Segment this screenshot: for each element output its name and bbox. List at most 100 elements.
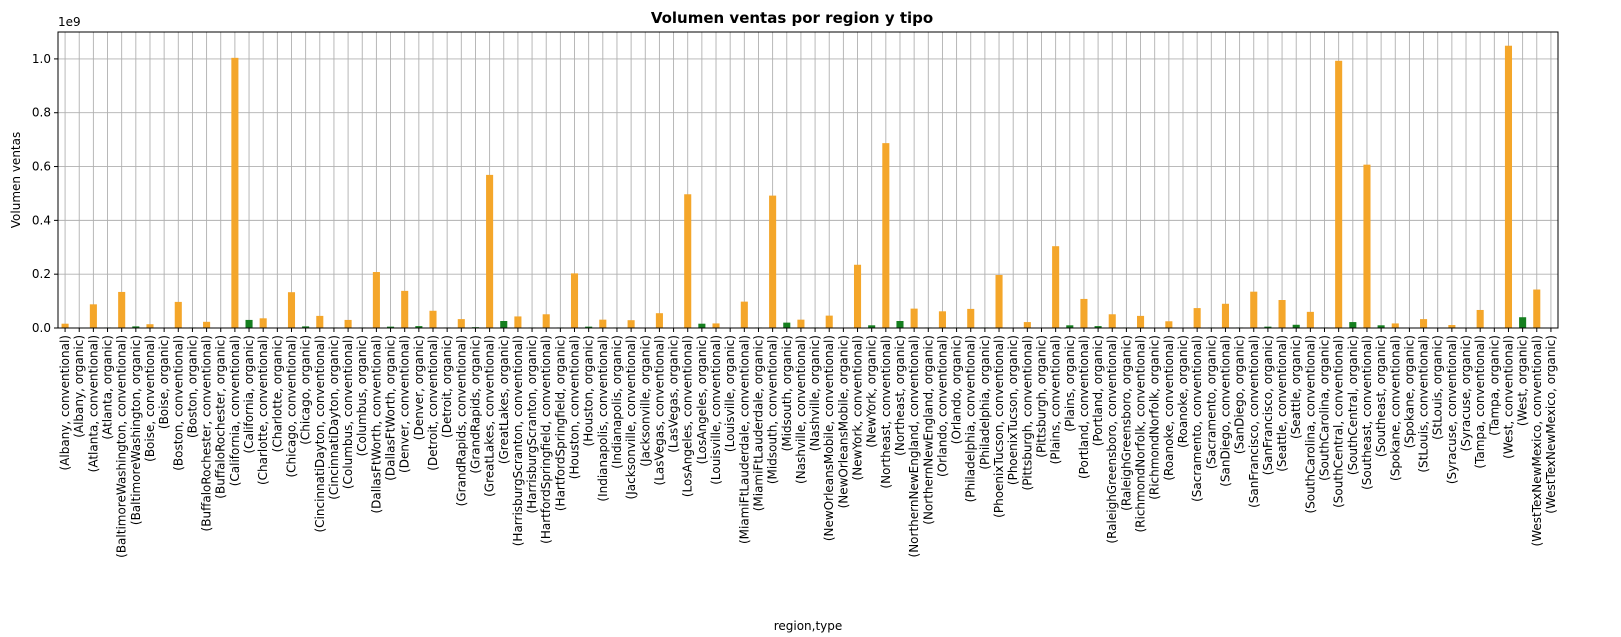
x-tick-label: (DallasFtWorth, conventional) [369,335,383,514]
x-tick-label: (Northeast, organic) [893,335,907,456]
x-tick-label: (SouthCentral, conventional) [1332,335,1346,508]
x-tick-label: (Pittsburgh, conventional) [1020,335,1034,490]
x-tick-label: (SanFrancisco, organic) [1261,335,1275,475]
x-tick-label: (Houston, conventional) [568,335,582,479]
bar [853,264,862,328]
x-tick-label: (LosAngeles, conventional) [681,335,695,497]
x-tick-label: (PhoenixTucson, organic) [1006,335,1020,485]
x-tick-label: (Spokane, organic) [1402,335,1416,448]
bar [896,321,904,328]
x-tick-label: (Detroit, conventional) [426,335,440,471]
bar [1165,321,1173,328]
x-tick-label: (StLouis, organic) [1431,335,1445,440]
x-tick-label: (HartfordSpringfield, conventional) [539,335,553,544]
x-tick-label: (SouthCentral, organic) [1346,335,1360,475]
bar [287,292,296,328]
x-tick-label: (MiamiFtLauderdale, conventional) [737,335,751,544]
x-tick-label: (Albany, organic) [72,335,86,438]
x-tick-label: (WestTexNewMexico, conventional) [1530,335,1544,546]
x-tick-label: (Sacramento, organic) [1204,335,1218,469]
x-tick-label: (SanDiego, organic) [1233,335,1247,454]
x-tick-label: (BuffaloRochester, conventional) [200,335,214,531]
x-tick-label: (Chicago, organic) [299,335,313,445]
x-tick-label: (NorthernNewEngland, conventional) [907,335,921,557]
bar [302,326,310,328]
x-tick-label: (NewOrleansMobile, organic) [836,335,850,508]
bar [967,308,975,328]
bar [868,325,876,328]
x-tick-label: (BuffaloRochester, organic) [214,335,228,499]
x-tick-label: (Louisville, organic) [723,335,737,452]
x-tick-label: (Midsouth, conventional) [766,335,780,484]
y-offset-text: 1e9 [58,15,81,29]
y-tick-label: 0.6 [32,160,51,174]
bar [1108,314,1116,328]
x-tick-label: (California, conventional) [228,335,242,486]
bar [1221,303,1229,328]
x-tick-label: (MiamiFtLauderdale, organic) [751,335,765,511]
bar [401,290,409,328]
bar [655,313,663,328]
bar [1066,325,1074,328]
x-tick-label: (Boston, conventional) [171,335,185,471]
x-tick-label: (Syracuse, organic) [1459,335,1473,451]
x-tick-label: (NewYork, organic) [865,335,879,448]
x-tick-label: (GrandRapids, conventional) [454,335,468,506]
bar [570,273,579,328]
x-tick-label: (Portland, conventional) [1077,335,1091,479]
bar [1448,325,1456,328]
x-tick-label: (Orlando, conventional) [935,335,949,477]
bar [1052,246,1060,328]
bar [542,314,550,328]
x-tick-label: (Southeast, conventional) [1360,335,1374,490]
x-tick-label: (Spokane, conventional) [1388,335,1402,481]
y-tick-label: 0.0 [32,321,51,335]
bar [1504,45,1513,329]
x-tick-label: (Atlanta, conventional) [86,335,100,472]
x-tick-label: (Nashville, conventional) [794,335,808,484]
bar [387,326,395,328]
x-tick-label: (HartfordSpringfield, organic) [553,335,567,511]
x-tick-label: (HarrisburgScranton, conventional) [511,335,525,546]
x-axis-ticks: (Albany, conventional) (Albany, organic)(… [58,328,1558,558]
bar [259,318,267,328]
x-tick-label: (Jacksonville, organic) [638,335,652,467]
bar [1250,291,1258,328]
bar [1292,324,1300,328]
x-tick-label: (Roanoke, organic) [1176,335,1190,448]
bar [457,319,465,328]
bar [1420,319,1428,328]
bar [514,316,522,328]
x-tick-label: (Atlanta, organic) [101,335,115,440]
x-tick-label: (Columbus, organic) [355,335,369,456]
x-tick-label: (Indianapolis, organic) [610,335,624,469]
bar [1349,322,1357,328]
bar [1023,322,1031,328]
bar [1476,309,1484,328]
bar [372,272,380,328]
bar [627,320,635,328]
x-tick-label: (Boise, organic) [157,335,171,429]
bar [910,308,918,328]
bar [995,274,1003,328]
bar [429,310,437,328]
grid [58,32,1558,329]
bar [1278,300,1286,328]
x-tick-label: (Syracuse, conventional) [1445,335,1459,484]
bar [825,315,833,328]
x-tick-label: (Jacksonville, conventional) [624,335,638,499]
bar [797,319,805,328]
y-tick-label: 0.8 [32,106,51,120]
x-tick-label: (NorthernNewEngland, organic) [921,335,935,525]
x-tick-label: (Southeast, organic) [1374,335,1388,457]
x-tick-label: (BaltimoreWashington, conventional) [115,335,129,558]
x-tick-label: (Charlotte, conventional) [256,335,270,485]
y-tick-label: 0.2 [32,267,51,281]
plot-frame [57,31,1559,329]
bar [1306,311,1314,328]
y-tick-label: 0.4 [32,213,51,227]
x-tick-label: (Philadelphia, organic) [978,335,992,470]
x-tick-label: (GreatLakes, conventional) [483,335,497,497]
x-tick-label: (CincinnatiDayton, conventional) [313,335,327,533]
x-tick-label: (Boston, organic) [185,335,199,438]
